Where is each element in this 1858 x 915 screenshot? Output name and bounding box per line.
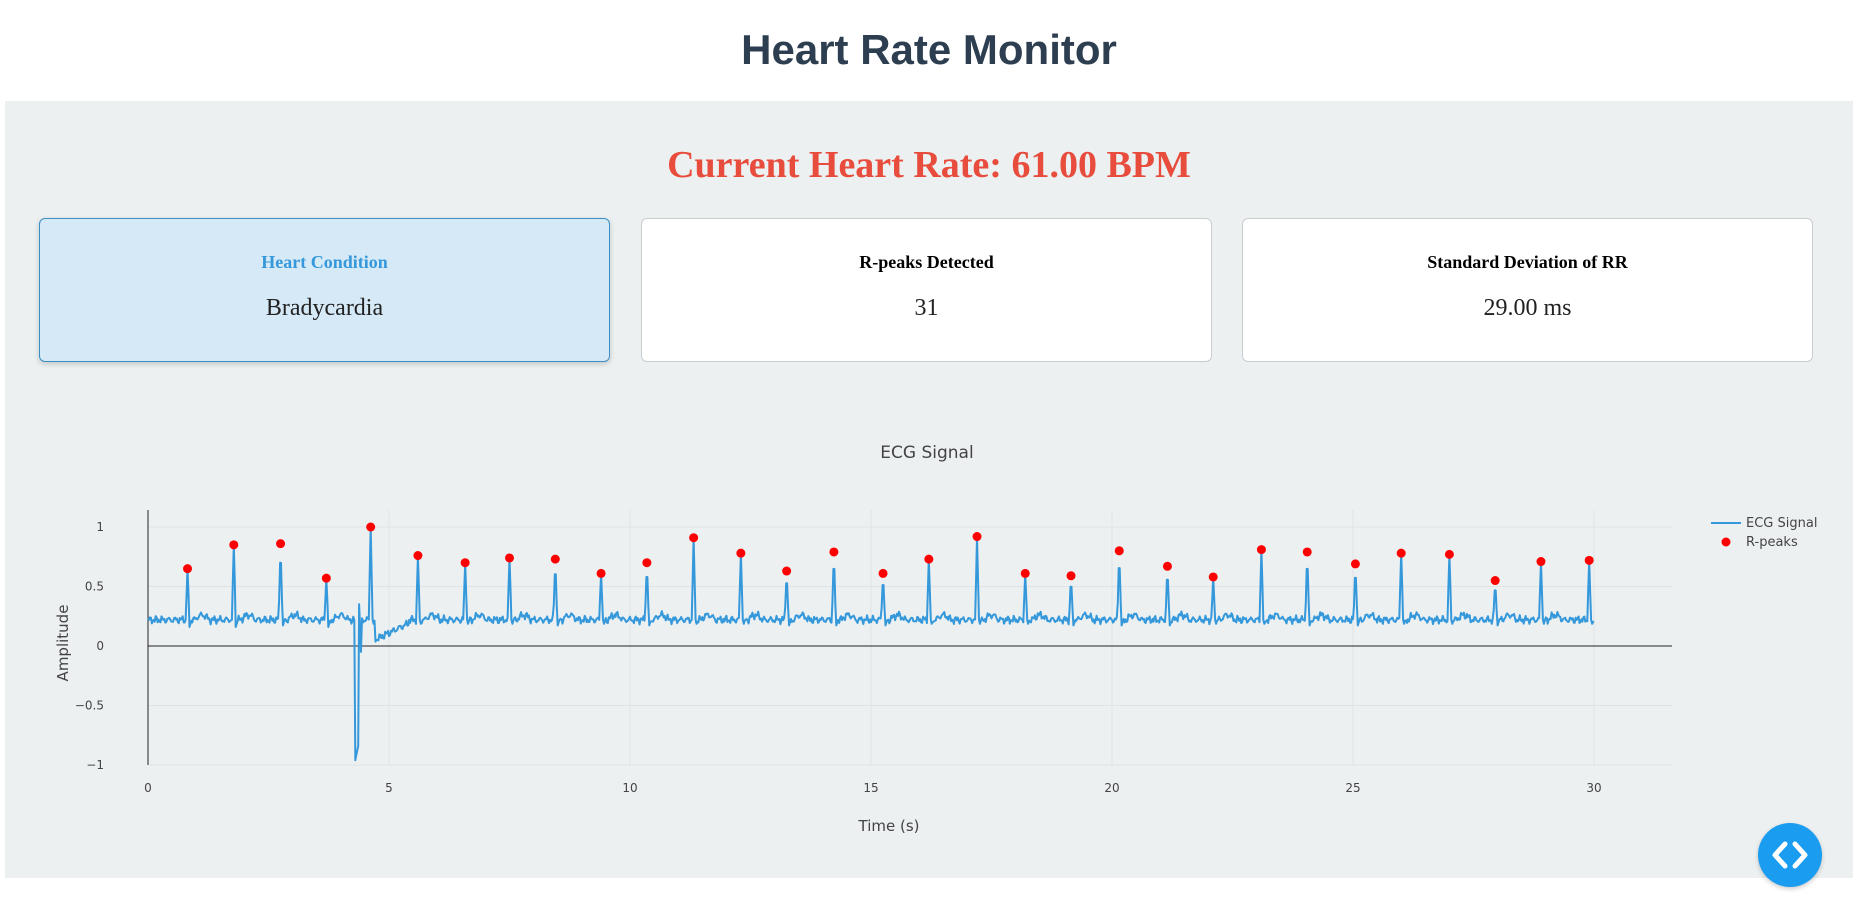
y-tick-label: −0.5: [75, 699, 104, 713]
chart-legend: ECG Signal R-peaks: [1711, 516, 1817, 550]
r-peak-marker: [505, 553, 514, 563]
r-peak-marker: [689, 533, 699, 543]
r-peak-marker: [736, 548, 746, 558]
page-title: Heart Rate Monitor: [741, 26, 1117, 73]
x-tick-label: 20: [1104, 781, 1119, 795]
y-tick-label: 1: [96, 520, 104, 534]
r-peak-marker: [460, 558, 470, 568]
y-axis-label: Amplitude: [54, 605, 72, 682]
x-tick-label: 25: [1345, 781, 1360, 795]
legend-rpeaks-swatch: [1721, 537, 1731, 547]
r-peak-marker: [183, 564, 193, 574]
r-peak-marker: [321, 573, 331, 583]
chart-axes: [147, 510, 1672, 765]
current-heart-rate: Current Heart Rate: 61.00 BPM: [667, 144, 1191, 186]
r-peak-marker: [1490, 576, 1500, 586]
heart-condition-label: Heart Condition: [261, 252, 388, 272]
rr-std-card: Standard Deviation of RR 29.00 ms: [1242, 218, 1813, 362]
r-peak-marker: [1114, 546, 1124, 556]
r-peak-marker: [1162, 561, 1172, 571]
r-peak-marker: [596, 568, 606, 578]
x-tick-label: 0: [144, 781, 152, 795]
x-axis-label: Time (s): [858, 817, 920, 835]
x-tick-label: 30: [1586, 781, 1601, 795]
r-peak-marker: [1584, 555, 1594, 565]
r-peaks-card: R-peaks Detected 31: [641, 218, 1212, 362]
r-peak-marker: [1066, 571, 1076, 581]
r-peak-marker: [1536, 557, 1546, 567]
r-peak-marker: [878, 568, 888, 578]
r-peak-marker: [1350, 559, 1360, 569]
r-peak-marker: [276, 539, 286, 549]
y-tick-label: 0.5: [85, 580, 104, 594]
chart-title: ECG Signal: [880, 443, 973, 463]
r-peak-marker: [1020, 568, 1030, 578]
r-peak-marker: [229, 540, 239, 550]
r-peaks-label: R-peaks Detected: [859, 252, 994, 272]
y-tick-label: −1: [86, 758, 104, 772]
legend-ecg-label: ECG Signal: [1746, 516, 1817, 531]
heart-condition-card: Heart Condition Bradycardia: [39, 218, 610, 362]
r-peak-marker: [1444, 549, 1454, 559]
r-peak-marker: [642, 558, 652, 568]
r-peak-marker: [550, 554, 560, 564]
code-toggle-button[interactable]: [1758, 823, 1822, 887]
r-peak-marker: [1208, 572, 1218, 582]
r-peak-marker: [366, 522, 376, 532]
x-tick-label: 5: [385, 781, 393, 795]
rr-std-value: 29.00 ms: [1483, 295, 1572, 321]
dashboard-panel: Current Heart Rate: 61.00 BPM Heart Cond…: [5, 101, 1853, 878]
r-peak-marker: [413, 551, 423, 561]
r-peak-marker: [782, 566, 792, 576]
x-tick-label: 15: [863, 781, 878, 795]
r-peak-marker: [829, 547, 839, 557]
heart-condition-value: Bradycardia: [265, 295, 384, 321]
code-icon: [1772, 841, 1808, 869]
r-peak-marker: [1256, 545, 1266, 555]
x-tick-label: 10: [622, 781, 637, 795]
ecg-signal-line: [147, 526, 1595, 762]
r-peaks-value: 31: [914, 295, 939, 321]
legend-rpeaks-label: R-peaks: [1746, 535, 1798, 550]
r-peak-marker: [924, 554, 934, 564]
r-peak-marker: [1302, 547, 1312, 557]
r-peaks-markers: [183, 522, 1594, 586]
chart-grid: [148, 510, 1672, 766]
r-peak-marker: [972, 532, 982, 542]
r-peak-marker: [1396, 548, 1406, 558]
y-tick-label: 0: [96, 639, 104, 653]
rr-std-label: Standard Deviation of RR: [1427, 252, 1628, 272]
